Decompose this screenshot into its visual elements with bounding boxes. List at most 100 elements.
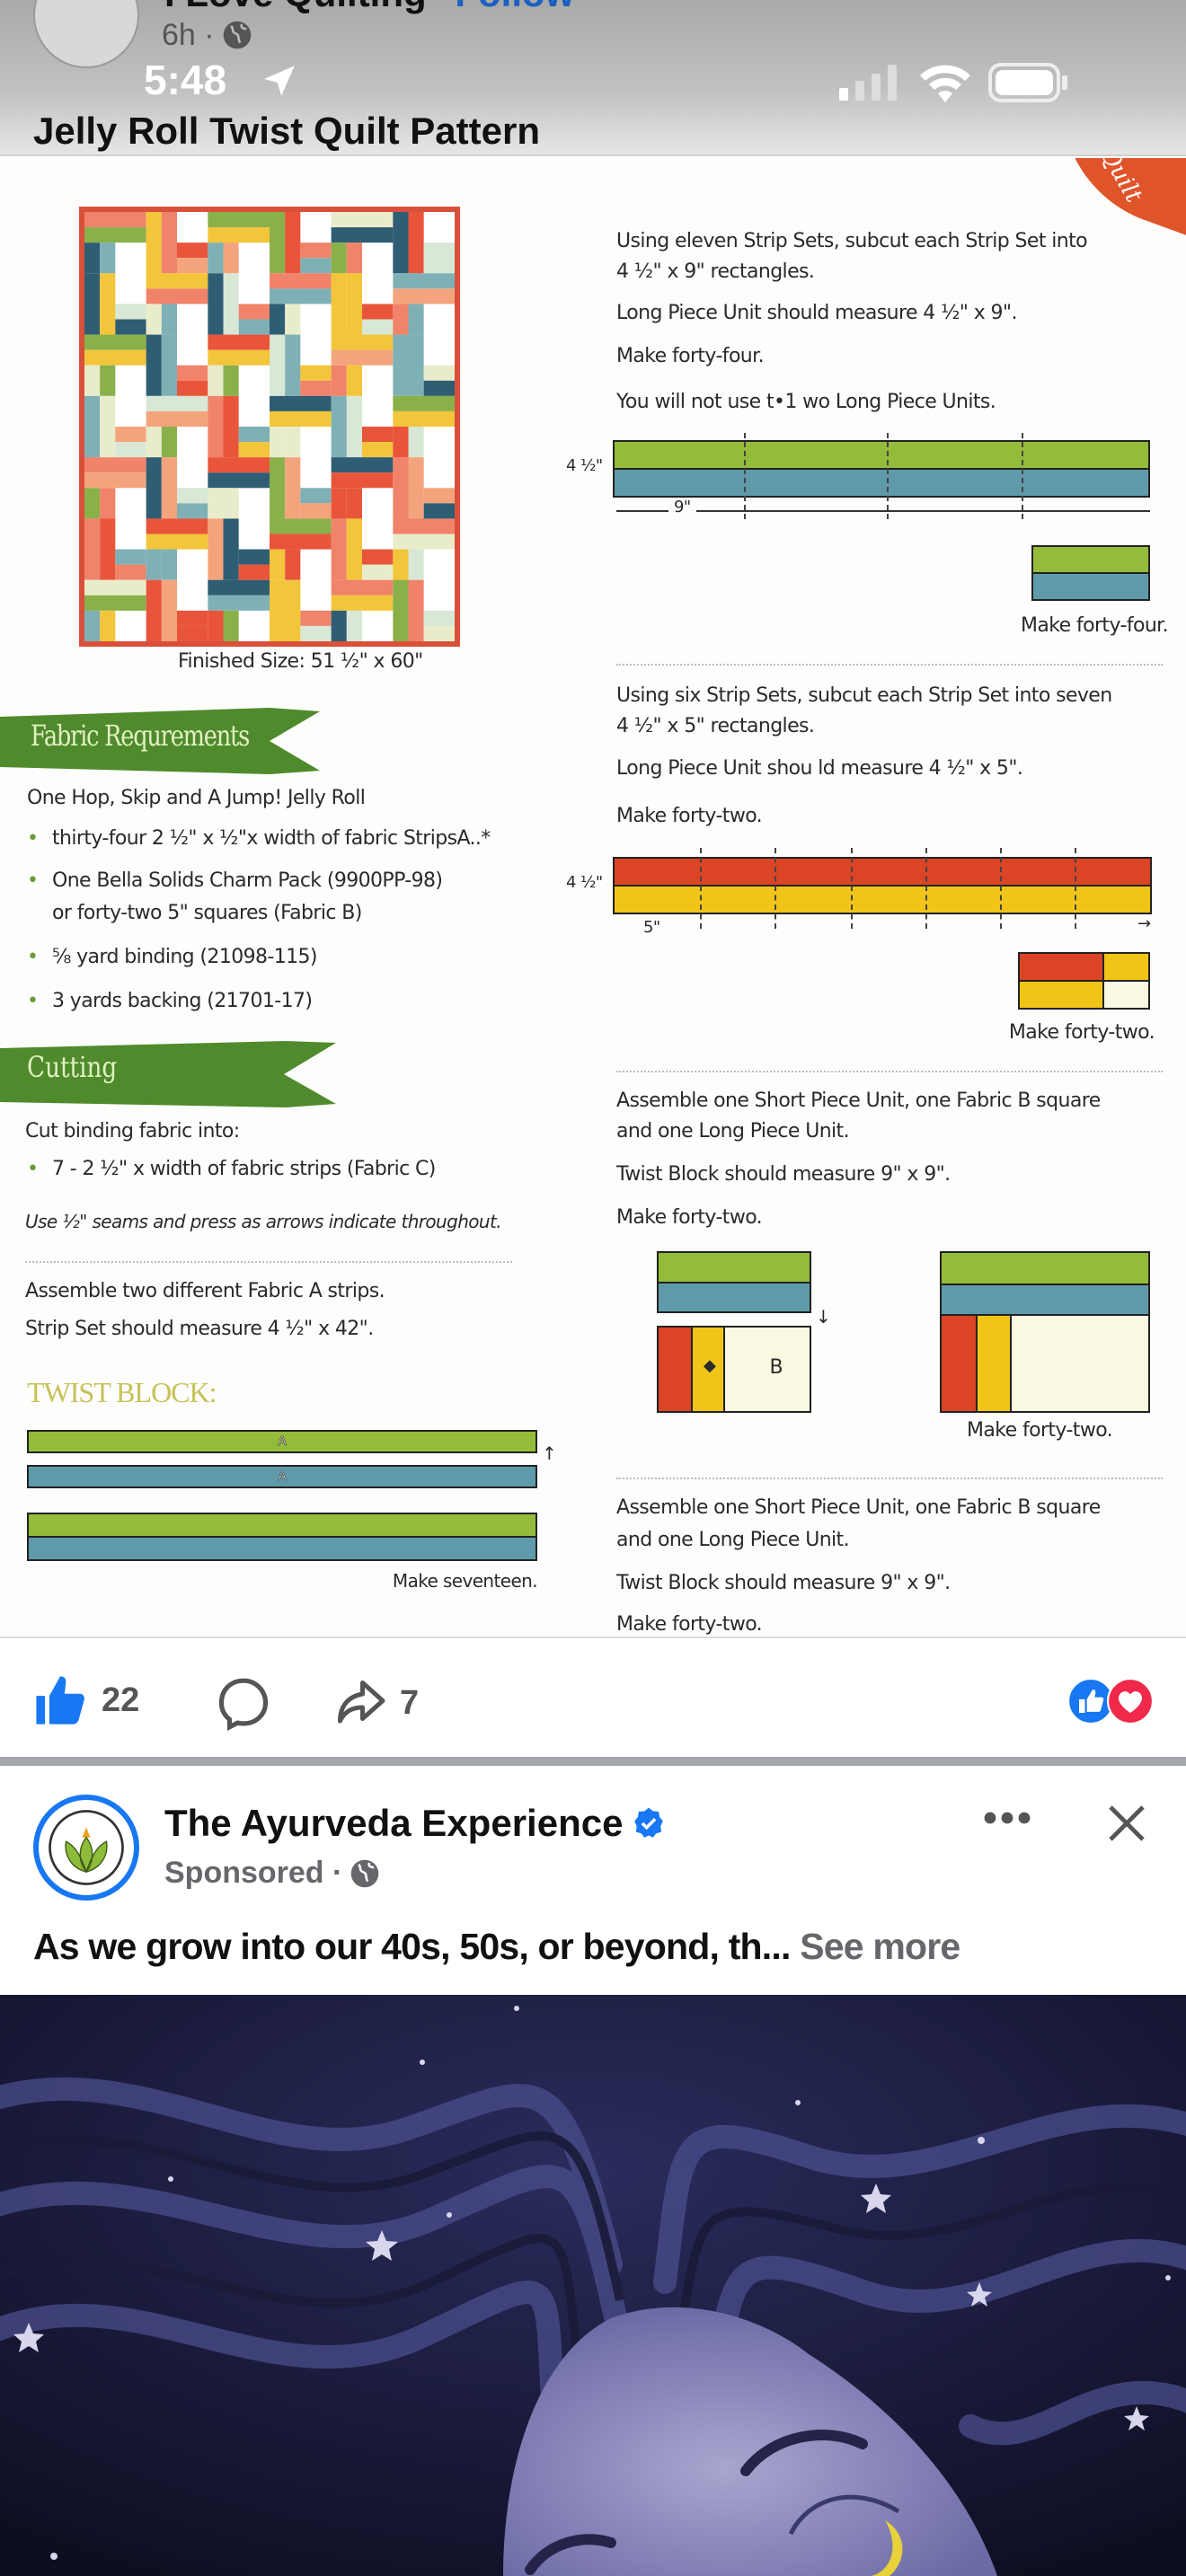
page-name[interactable]: I Love Quilting <box>164 0 427 14</box>
quilt-patch <box>208 349 270 366</box>
share-count: 7 <box>400 1683 420 1722</box>
quilt-patch <box>362 319 394 335</box>
quilt-patch <box>300 243 332 259</box>
quilt-patch <box>423 488 455 504</box>
sponsored-post-header: The Ayurveda Experience Sponsored · As w… <box>0 1766 1186 1995</box>
quilt-patch <box>146 518 208 534</box>
block-left-blue <box>657 1282 811 1313</box>
quilt-patch <box>331 273 347 335</box>
height-label: 4 ½" <box>566 873 603 892</box>
quilt-patch <box>423 258 455 274</box>
quilt-patch <box>208 227 270 243</box>
quilt-patch <box>84 610 101 641</box>
quilt-patch <box>393 518 455 534</box>
quilt-patch <box>208 472 270 489</box>
fabric-item-cont: or forty-two 5" squares (Fabric B) <box>52 902 362 924</box>
quilt-patch <box>115 442 146 458</box>
fabric-intro: One Hop, Skip and A Jump! Jelly Roll <box>27 787 366 809</box>
quilt-patch <box>146 549 162 580</box>
quilt-patch <box>270 288 332 304</box>
quilt-patch <box>208 518 224 580</box>
quilt-patch <box>146 534 208 550</box>
quilt-patch <box>331 243 347 274</box>
love-reaction-icon <box>1107 1678 1154 1725</box>
block-left-green <box>657 1251 811 1284</box>
advertiser-avatar[interactable] <box>33 1795 139 1901</box>
make-forty-four: Make forty-four. <box>1021 614 1169 637</box>
follow-button[interactable]: Follow <box>455 0 574 14</box>
share-button[interactable]: 7 <box>333 1676 419 1730</box>
quilt-patch <box>115 549 146 565</box>
block-left-yellow <box>691 1326 725 1413</box>
nine-label: 9" <box>668 498 696 516</box>
quilt-patch <box>238 304 270 320</box>
quilt-patch <box>146 395 208 411</box>
make-forty-two: Make forty-two. <box>967 1419 1113 1442</box>
quilt-patch <box>223 365 239 396</box>
quilt-patch <box>146 579 162 641</box>
quilt-patch <box>161 427 177 458</box>
step-text: 4 ½" x 5" rectangles. <box>616 715 815 737</box>
cut-line <box>887 433 889 519</box>
quilt-patch <box>331 365 347 396</box>
divider <box>616 664 1163 666</box>
more-options-icon[interactable] <box>983 1811 1031 1825</box>
ad-image[interactable] <box>0 1995 1186 2576</box>
quilt-patch <box>393 534 455 550</box>
quilt-patch <box>115 319 146 335</box>
quilt-patch <box>423 625 455 641</box>
reactions-summary[interactable] <box>1067 1678 1157 1725</box>
quilt-patch <box>362 427 394 443</box>
quilt-patch <box>331 349 394 366</box>
quilt-patch <box>208 610 224 641</box>
quilt-patch <box>177 243 208 259</box>
fabric-banner <box>0 708 320 774</box>
quilt-patch <box>408 304 424 335</box>
block-right-green <box>940 1251 1150 1285</box>
quilt-patch <box>208 273 224 335</box>
quilt-patch <box>270 212 286 274</box>
page-avatar[interactable] <box>33 0 139 68</box>
like-button[interactable]: 22 <box>33 1674 139 1726</box>
sponsored-label: Sponsored · <box>164 1856 343 1890</box>
cut-line <box>1022 433 1023 519</box>
quilt-patch <box>115 427 146 443</box>
close-icon[interactable] <box>1105 1802 1148 1845</box>
quilt-patch <box>408 549 424 580</box>
step-text: and one Long Piece Unit. <box>616 1120 850 1142</box>
quilt-patch <box>208 243 224 274</box>
advertiser-name[interactable]: The Ayurveda Experience <box>164 1802 624 1844</box>
comment-icon[interactable] <box>216 1676 271 1732</box>
quilt-patch <box>331 212 394 228</box>
quilt-patch <box>84 579 146 595</box>
quilt-patch <box>146 304 162 335</box>
quilt-patch <box>270 273 332 289</box>
quilt-patch <box>270 395 332 411</box>
pattern-image[interactable]: Quilt Finished Size: 51 ½" x 60" Fabric … <box>0 158 1186 1636</box>
like-count: 22 <box>102 1681 140 1719</box>
make-seventeen: Make seventeen. <box>392 1570 538 1592</box>
quilt-patch <box>285 304 301 335</box>
quilt-patch <box>146 288 208 304</box>
quilt-patch <box>223 243 239 274</box>
divider <box>616 1071 1163 1072</box>
quilt-patch <box>331 610 347 641</box>
quilt-patch <box>423 365 455 381</box>
strip-blue <box>613 468 1150 498</box>
quilt-patch <box>84 349 146 366</box>
quilt-patch <box>177 258 208 274</box>
quilt-patch <box>393 549 409 580</box>
quilt-patch <box>408 334 424 396</box>
short-unit-cream <box>1102 980 1150 1010</box>
quilt-patch <box>393 410 455 427</box>
quilt-patch <box>331 395 347 458</box>
quilt-patch <box>177 365 208 381</box>
height-label: 4 ½" <box>566 456 603 475</box>
see-more-link[interactable]: See more <box>800 1926 960 1967</box>
divider <box>616 1478 1163 1479</box>
verified-badge-icon <box>634 1807 664 1838</box>
quilt-patch <box>393 212 409 274</box>
quilt-patch <box>161 212 177 274</box>
quilt-patch <box>146 410 208 427</box>
quilt-patch <box>362 442 394 458</box>
